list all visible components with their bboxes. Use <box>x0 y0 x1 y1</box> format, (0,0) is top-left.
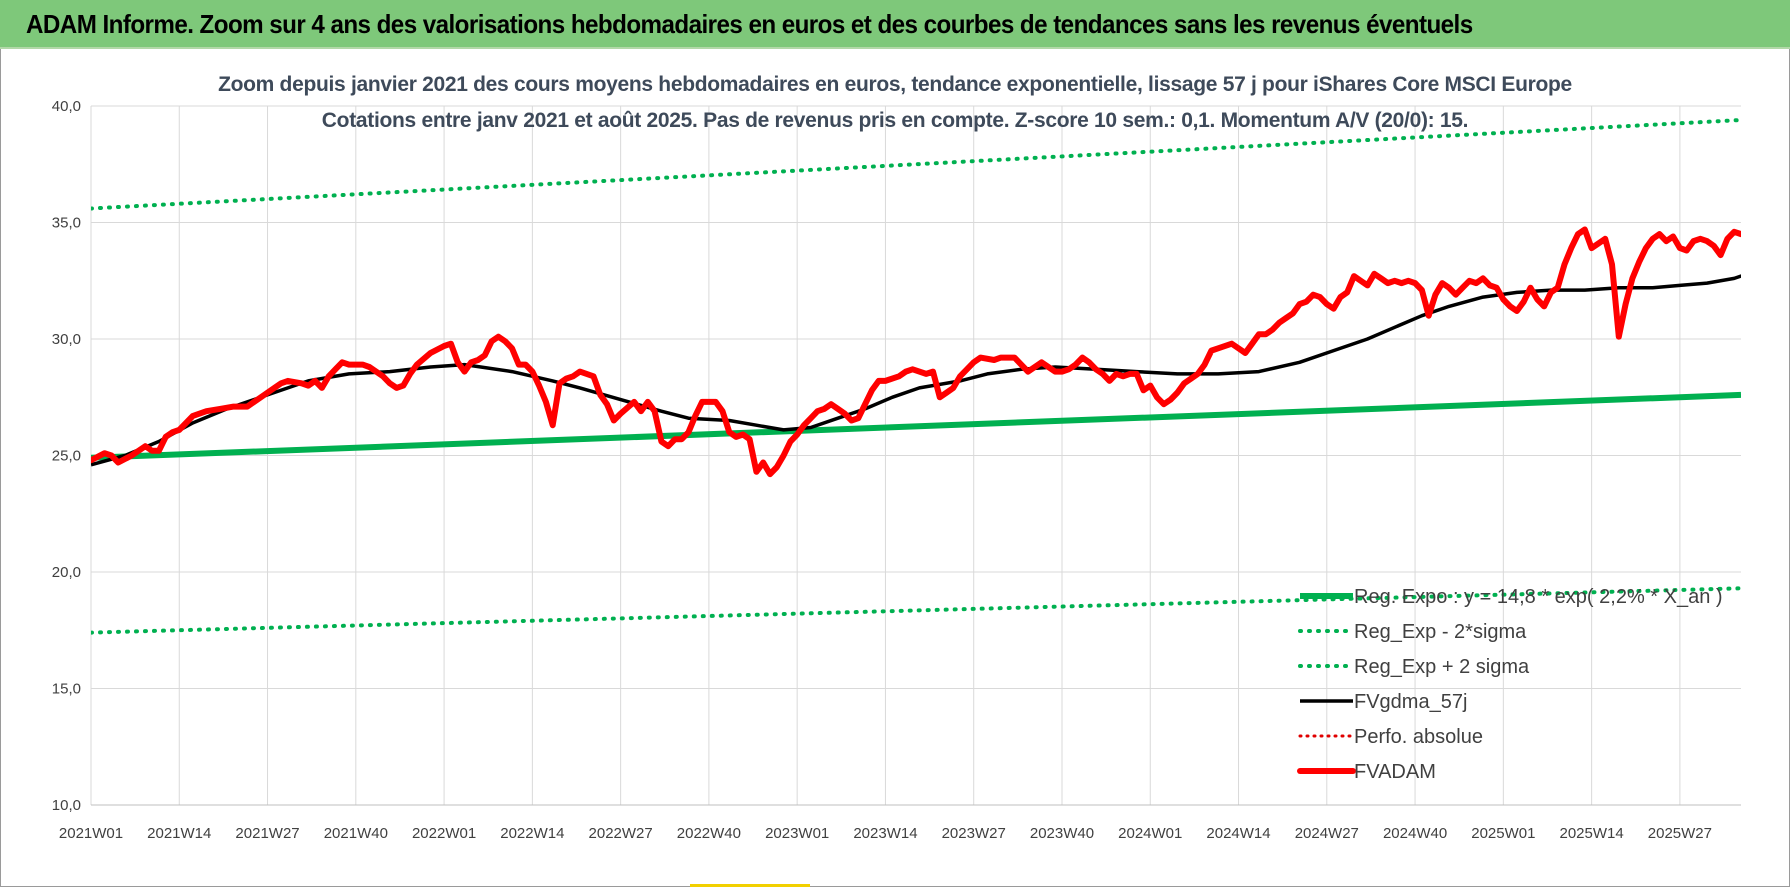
series-reg-exp-2-sigma <box>91 118 1741 211</box>
chart-series <box>91 118 1741 635</box>
x-tick-label: 2025W14 <box>1560 825 1624 842</box>
y-axis-ticks: 40,0 35,0 30,0 25,0 20,0 15,0 10,0 <box>52 98 81 814</box>
y-tick-label: 40,0 <box>52 98 81 115</box>
x-tick-label: 2021W40 <box>324 825 388 842</box>
series-fvgdma-57j <box>91 274 1741 467</box>
x-tick-label: 2024W01 <box>1118 825 1182 842</box>
y-tick-label: 35,0 <box>52 215 81 232</box>
chart-grid <box>90 105 1741 806</box>
series-fvadam <box>91 226 1741 478</box>
bottom-accent <box>690 884 810 887</box>
legend-label: Reg. Expo : y = 14,8 * exp( 2,2% * X_an … <box>1354 586 1723 608</box>
legend-label: Perfo. absolue <box>1354 726 1483 748</box>
x-tick-label: 2023W01 <box>765 825 829 842</box>
legend-label: Reg_Exp + 2 sigma <box>1354 656 1530 678</box>
legend-label: FVADAM <box>1354 761 1436 783</box>
x-tick-label: 2021W27 <box>235 825 299 842</box>
legend-label: FVgdma_57j <box>1354 691 1467 713</box>
y-tick-label: 30,0 <box>52 331 81 348</box>
x-tick-label: 2023W14 <box>853 825 917 842</box>
x-tick-label: 2024W27 <box>1295 825 1359 842</box>
x-tick-label: 2022W40 <box>677 825 741 842</box>
x-tick-label: 2022W01 <box>412 825 476 842</box>
x-tick-label: 2022W27 <box>589 825 653 842</box>
x-tick-label: 2023W40 <box>1030 825 1094 842</box>
y-tick-label: 10,0 <box>52 797 81 814</box>
x-tick-label: 2024W40 <box>1383 825 1447 842</box>
series-reg-expo-y-14-8-exp-2-2-x-an <box>91 391 1741 461</box>
x-tick-label: 2021W01 <box>59 825 123 842</box>
x-tick-label: 2025W27 <box>1648 825 1712 842</box>
chart-legend: Reg. Expo : y = 14,8 * exp( 2,2% * X_an … <box>1297 586 1723 783</box>
x-axis-ticks: 2021W01 2021W14 2021W27 2021W40 2022W01 2022W… <box>59 825 1712 842</box>
chart-subtitle: Cotations entre janv 2021 et août 2025. … <box>321 109 1469 132</box>
x-tick-label: 2025W01 <box>1471 825 1535 842</box>
report-title: ADAM Informe. Zoom sur 4 ans des valoris… <box>26 9 1473 39</box>
x-tick-label: 2024W14 <box>1206 825 1270 842</box>
y-tick-label: 25,0 <box>52 448 81 465</box>
x-tick-label: 2023W27 <box>942 825 1006 842</box>
y-tick-label: 20,0 <box>52 564 81 581</box>
series-reg-exp-2-sigma <box>91 586 1741 635</box>
chart-title: Zoom depuis janvier 2021 des cours moyen… <box>218 73 1572 96</box>
x-tick-label: 2022W14 <box>500 825 564 842</box>
legend-label: Reg_Exp - 2*sigma <box>1354 621 1527 643</box>
x-tick-label: 2021W14 <box>147 825 211 842</box>
header-bar: ADAM Informe. Zoom sur 4 ans des valoris… <box>0 0 1790 49</box>
y-tick-label: 15,0 <box>52 681 81 698</box>
